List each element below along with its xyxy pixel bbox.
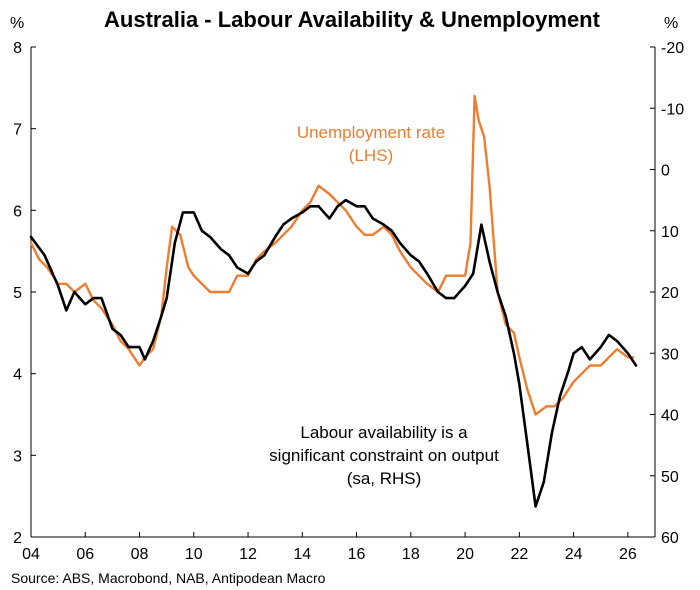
x-tick-label-26: 26 — [619, 546, 637, 563]
x-tick-label-16: 16 — [348, 546, 366, 563]
right-tick-label-0: 0 — [661, 163, 670, 180]
left-tick-label-3: 3 — [13, 448, 22, 465]
left-tick-label-6: 6 — [13, 203, 22, 220]
x-tick-label-14: 14 — [293, 546, 311, 563]
left-tick-label-7: 7 — [13, 122, 22, 139]
right-tick-label-10: 10 — [661, 224, 679, 241]
unemployment-annotation-line-2: (LHS) — [349, 146, 393, 165]
left-tick-label-4: 4 — [13, 367, 22, 384]
source-note: Source: ABS, Macrobond, NAB, Antipodean … — [11, 570, 326, 586]
x-tick-label-08: 08 — [131, 546, 149, 563]
labour-annotation: Labour availability is a significant con… — [269, 423, 499, 488]
left-tick-label-8: 8 — [13, 40, 22, 57]
labour-availability-line — [29, 198, 638, 508]
x-tick-label-18: 18 — [402, 546, 420, 563]
labour-annotation-line-2: significant constraint on output — [269, 446, 499, 465]
x-tick-label-06: 06 — [76, 546, 94, 563]
left-axis-unit: % — [10, 15, 24, 32]
x-tick-label-04: 04 — [22, 546, 40, 563]
unemployment-annotation-line-1: Unemployment rate — [297, 123, 445, 142]
right-tick-label-50: 50 — [661, 469, 679, 486]
labour-annotation-line-1: Labour availability is a — [300, 423, 468, 442]
right-tick-label--20: -20 — [661, 40, 684, 57]
labour-annotation-line-3: (sa, RHS) — [347, 469, 422, 488]
x-axis-ticks: 04 06 08 10 12 14 16 18 20 22 24 26 — [22, 532, 637, 563]
unemployment-annotation: Unemployment rate (LHS) — [297, 123, 445, 165]
plot-area: 2 3 4 5 6 7 8 -20 -10 0 10 20 30 40 50 60 04 06 08 10 12 14… — [13, 40, 684, 563]
x-tick-label-20: 20 — [456, 546, 474, 563]
right-axis-ticks: -20 -10 0 10 20 30 40 50 60 — [650, 40, 684, 547]
right-tick-label-60: 60 — [661, 530, 679, 547]
left-tick-label-2: 2 — [13, 530, 22, 547]
right-tick-label-30: 30 — [661, 346, 679, 363]
chart-title: Australia - Labour Availability & Unempl… — [104, 7, 601, 32]
x-tick-label-24: 24 — [565, 546, 583, 563]
x-tick-label-22: 22 — [510, 546, 528, 563]
right-axis-unit: % — [664, 15, 678, 32]
series-layer — [29, 94, 638, 508]
right-tick-label--10: -10 — [661, 101, 684, 118]
left-axis-ticks: 2 3 4 5 6 7 8 — [13, 40, 36, 547]
x-tick-label-10: 10 — [185, 546, 203, 563]
right-tick-label-40: 40 — [661, 408, 679, 425]
unemployment-rate-line — [29, 94, 635, 416]
left-tick-label-5: 5 — [13, 285, 22, 302]
right-tick-label-20: 20 — [661, 285, 679, 302]
x-tick-label-12: 12 — [239, 546, 257, 563]
